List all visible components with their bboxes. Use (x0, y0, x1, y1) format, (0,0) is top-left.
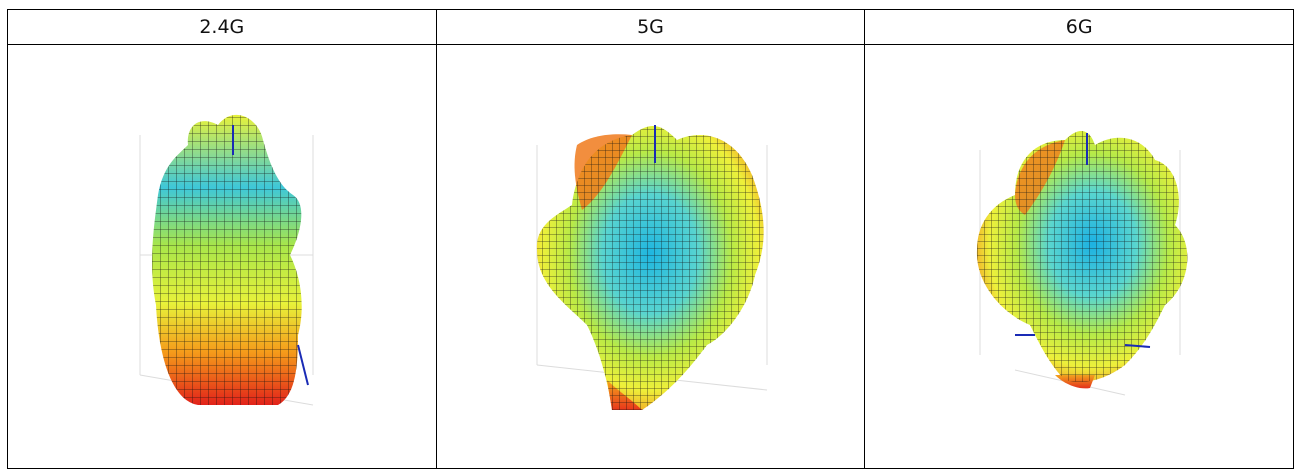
header-row: 2.4G 5G 6G (7, 9, 1294, 45)
axis-lines (1015, 133, 1151, 348)
radiation-pattern-2-4g (139, 114, 314, 406)
radiation-pattern-table: 2.4G 5G 6G (7, 9, 1294, 469)
surface-6g (977, 130, 1188, 389)
radiation-pattern-5g (536, 125, 768, 410)
column-header-2-4g: 2.4G (7, 9, 437, 45)
column-header-5g: 5G (435, 9, 866, 45)
cell-6g (864, 44, 1294, 469)
cell-5g (435, 44, 866, 469)
surface-5g (536, 125, 764, 410)
pattern-row (7, 44, 1294, 469)
axis-lines (232, 125, 309, 386)
column-header-6g: 6G (864, 9, 1294, 45)
cell-2-4g (7, 44, 437, 469)
surface-2-4g (152, 114, 302, 406)
radiation-pattern-6g (977, 130, 1188, 396)
